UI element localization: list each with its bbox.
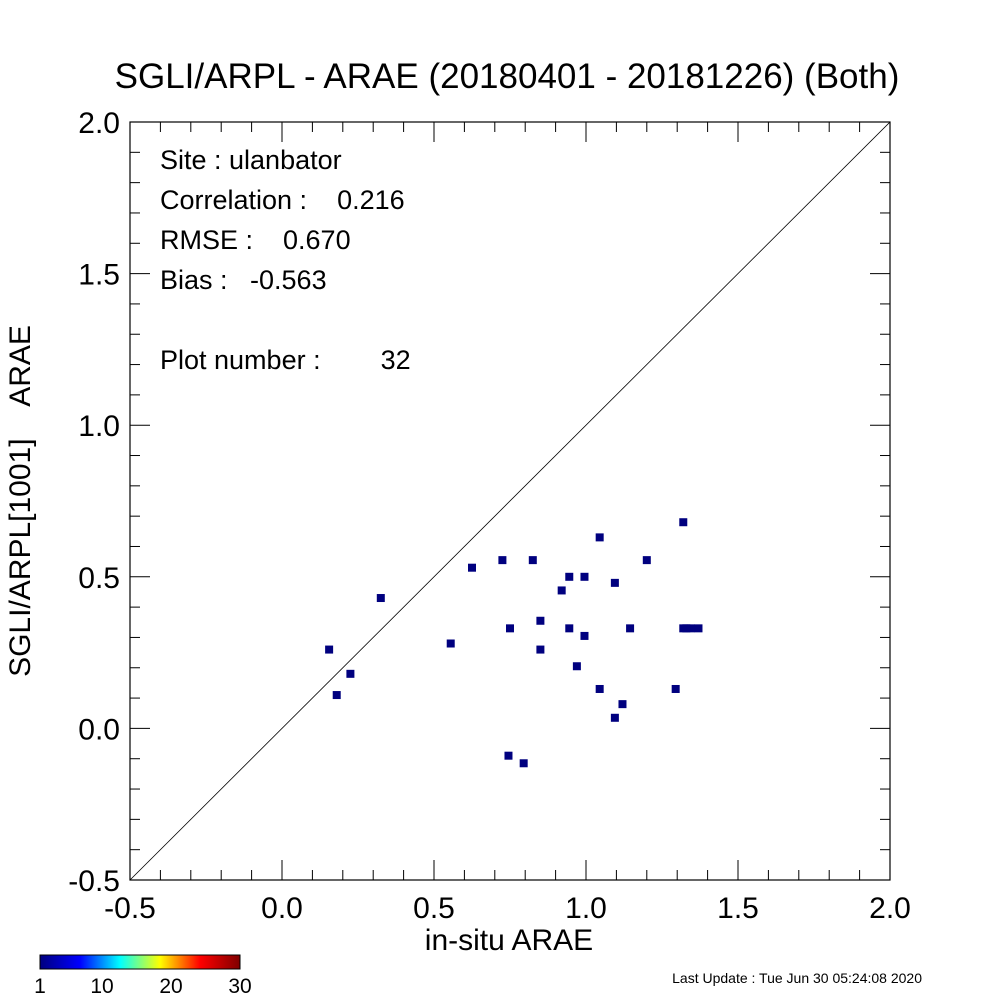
data-point xyxy=(580,631,589,640)
stats-panel: Site : ulanbator Correlation : 0.216 RMS… xyxy=(160,145,411,375)
data-point xyxy=(618,700,627,709)
stat-rmse: RMSE : 0.670 xyxy=(160,225,351,255)
plot-frame xyxy=(129,121,891,881)
x-tick-label: -0.5 xyxy=(104,892,156,925)
colorbar-label: 20 xyxy=(159,975,182,998)
data-point xyxy=(332,691,341,700)
y-tick-labels: -0.5 0.0 0.5 1.0 1.5 2.0 xyxy=(68,107,120,898)
colorbar xyxy=(39,954,241,970)
y-tick-label: 2.0 xyxy=(78,107,120,140)
data-point xyxy=(565,624,574,633)
data-point xyxy=(468,563,476,572)
y-tick-label: -0.5 xyxy=(68,865,120,898)
x-tick-label: 2.0 xyxy=(869,892,911,925)
data-point xyxy=(325,645,334,654)
colorbar-label: 1 xyxy=(34,975,46,998)
stat-bias: Bias : -0.563 xyxy=(160,265,327,295)
stat-site: Site : ulanbator xyxy=(160,145,342,175)
data-point xyxy=(694,624,703,633)
data-points xyxy=(325,518,703,768)
x-tick-label: 1.5 xyxy=(717,892,759,925)
data-point xyxy=(565,572,574,581)
stat-plot-number: Plot number : 32 xyxy=(160,345,411,375)
x-tick-labels: -0.5 0.0 0.5 1.0 1.5 2.0 xyxy=(104,892,911,925)
y-tick-label: 0.5 xyxy=(78,562,120,595)
data-point xyxy=(686,624,695,633)
data-point xyxy=(679,518,688,527)
data-point xyxy=(506,624,514,633)
data-point xyxy=(682,624,691,633)
x-tick-label: 0.5 xyxy=(413,892,455,925)
data-point xyxy=(446,639,455,648)
y-tick-label: 1.0 xyxy=(78,410,120,443)
data-point xyxy=(610,713,619,722)
data-point xyxy=(536,645,545,654)
data-point xyxy=(671,684,680,693)
y-tick-label: 1.5 xyxy=(78,259,120,292)
colorbar-label: 10 xyxy=(90,975,113,998)
data-point xyxy=(595,684,604,693)
data-point xyxy=(572,662,581,671)
colorbar-labels: 1 10 20 30 xyxy=(34,975,252,998)
one-to-one-line xyxy=(129,121,891,881)
data-point xyxy=(528,556,537,565)
x-tick-label: 0.0 xyxy=(261,892,303,925)
colorbar-label: 30 xyxy=(228,975,251,998)
chart-title: SGLI/ARPL - ARAE (20180401 - 20181226) (… xyxy=(115,57,900,96)
y-axis-label: SGLI/ARPL[1001] ARAE xyxy=(4,325,37,677)
data-point xyxy=(536,616,545,625)
data-point xyxy=(519,759,528,768)
last-update: Last Update : Tue Jun 30 05:24:08 2020 xyxy=(672,970,922,986)
data-point xyxy=(557,586,566,595)
x-axis-label: in-situ ARAE xyxy=(425,924,593,957)
x-tick-label: 1.0 xyxy=(565,892,607,925)
data-point xyxy=(498,556,507,565)
data-point xyxy=(376,594,385,603)
axis-ticks xyxy=(129,121,891,881)
data-point xyxy=(504,751,513,760)
data-point xyxy=(346,669,355,678)
stat-correlation: Correlation : 0.216 xyxy=(160,185,405,215)
y-tick-label: 0.0 xyxy=(78,713,120,746)
data-point xyxy=(610,578,619,587)
data-point xyxy=(580,572,589,581)
data-point xyxy=(626,624,635,633)
data-point xyxy=(595,533,604,542)
data-point xyxy=(642,556,651,565)
